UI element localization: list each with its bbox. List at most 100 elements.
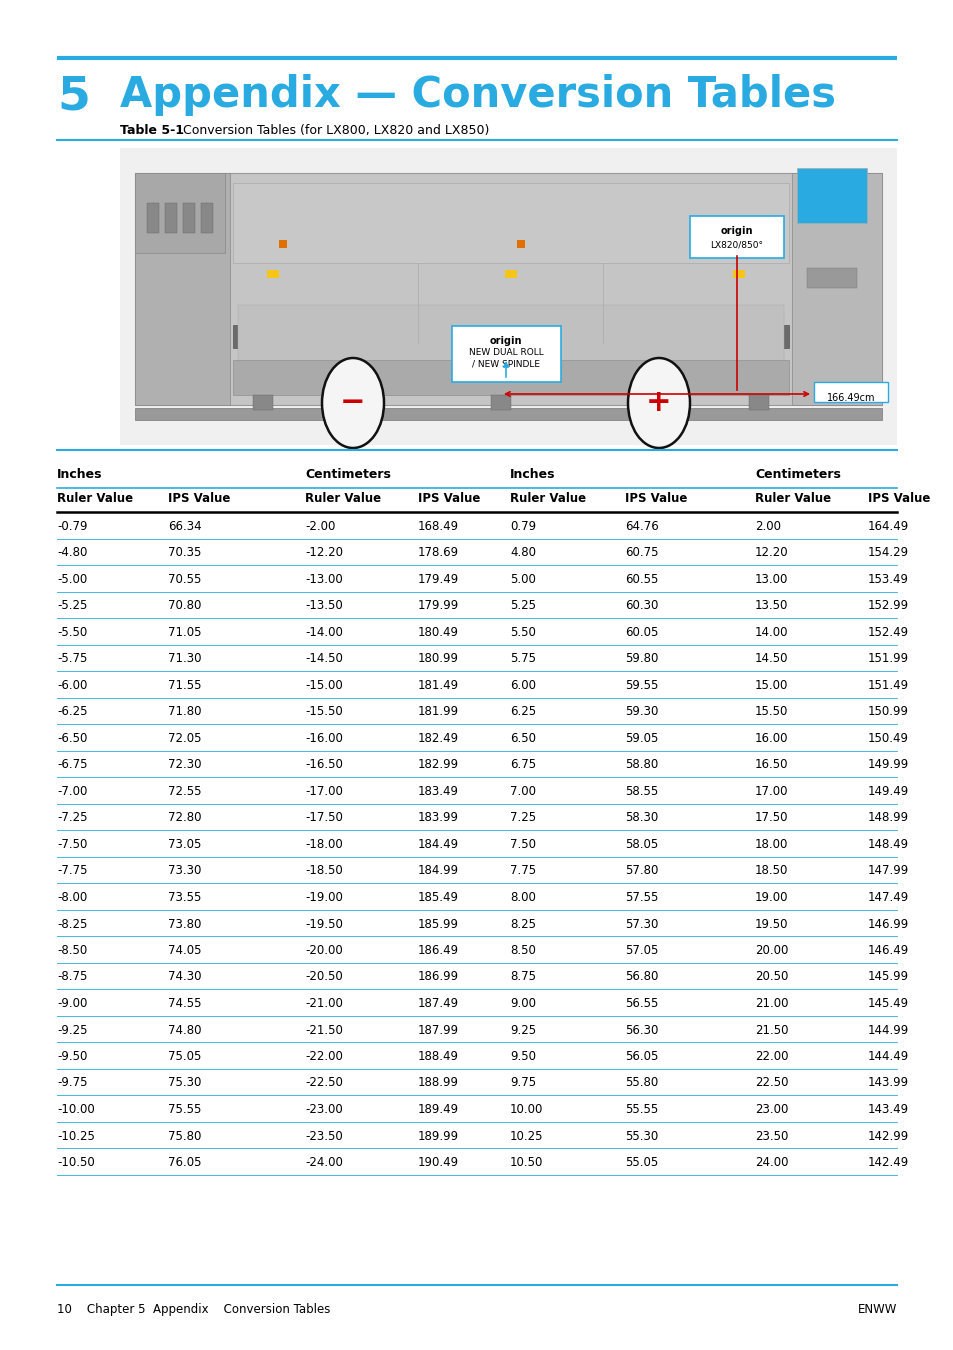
Text: 60.75: 60.75 [624,547,658,559]
Text: -5.75: -5.75 [57,652,88,666]
Text: 21.50: 21.50 [754,1023,788,1037]
Text: -8.00: -8.00 [57,891,87,904]
Text: 8.75: 8.75 [510,971,536,984]
Bar [278,240,287,248]
Text: -17.00: -17.00 [305,784,342,798]
Text: 5.75: 5.75 [510,652,536,666]
Text: -8.75: -8.75 [57,971,88,984]
Text: Appendix — Conversion Tables: Appendix — Conversion Tables [120,74,835,116]
Text: 71.80: 71.80 [168,706,201,718]
Text: -16.00: -16.00 [305,732,342,745]
Bar [135,173,225,252]
Text: -14.00: -14.00 [305,626,342,639]
Text: 75.05: 75.05 [168,1050,201,1062]
Text: 23.00: 23.00 [754,1103,787,1116]
Text: Ruler Value: Ruler Value [754,491,830,505]
Text: 9.75: 9.75 [510,1076,536,1089]
Text: 182.99: 182.99 [417,759,458,771]
Text: 74.80: 74.80 [168,1023,201,1037]
Text: -8.50: -8.50 [57,944,87,957]
Text: 184.49: 184.49 [417,838,458,850]
Text: 187.49: 187.49 [417,998,458,1010]
Ellipse shape [627,358,689,448]
Bar [183,202,194,234]
Text: 66.34: 66.34 [168,520,201,533]
Text: Centimeters: Centimeters [754,468,840,481]
Text: 20.00: 20.00 [754,944,787,957]
Text: IPS Value: IPS Value [417,491,480,505]
Text: -6.25: -6.25 [57,706,88,718]
Text: 185.99: 185.99 [417,918,458,930]
Text: 10.00: 10.00 [510,1103,543,1116]
Text: -23.00: -23.00 [305,1103,342,1116]
Bar [791,173,882,405]
Text: 142.99: 142.99 [867,1130,908,1142]
Text: 182.49: 182.49 [417,732,458,745]
Text: 187.99: 187.99 [417,1023,458,1037]
Text: -7.75: -7.75 [57,864,88,878]
Text: 179.49: 179.49 [417,572,458,586]
Text: 19.00: 19.00 [754,891,788,904]
Text: 75.80: 75.80 [168,1130,201,1142]
Text: 189.99: 189.99 [417,1130,458,1142]
Text: 70.80: 70.80 [168,599,201,613]
Text: 5.50: 5.50 [510,626,536,639]
Text: 2.00: 2.00 [754,520,781,533]
Text: 74.05: 74.05 [168,944,201,957]
Text: NEW DUAL ROLL: NEW DUAL ROLL [468,348,543,356]
Text: 57.30: 57.30 [624,918,658,930]
Text: 70.55: 70.55 [168,572,201,586]
Text: 183.99: 183.99 [417,811,458,825]
Text: 154.29: 154.29 [867,547,908,559]
Text: -9.25: -9.25 [57,1023,88,1037]
Text: -20.50: -20.50 [305,971,342,984]
Text: 10    Chapter 5  Appendix    Conversion Tables: 10 Chapter 5 Appendix Conversion Tables [57,1303,330,1316]
Text: 6.00: 6.00 [510,679,536,693]
Text: 186.49: 186.49 [417,944,458,957]
Text: 58.55: 58.55 [624,784,658,798]
Text: 9.50: 9.50 [510,1050,536,1062]
Bar [253,396,273,410]
Text: -7.50: -7.50 [57,838,88,850]
Text: 5.25: 5.25 [510,599,536,613]
Ellipse shape [322,358,384,448]
Text: 13.00: 13.00 [754,572,787,586]
Text: -5.50: -5.50 [57,626,87,639]
Text: 58.80: 58.80 [624,759,658,771]
Text: 168.49: 168.49 [417,520,458,533]
Text: 146.49: 146.49 [867,944,908,957]
Text: 57.55: 57.55 [624,891,658,904]
Text: 189.49: 189.49 [417,1103,458,1116]
Text: -17.50: -17.50 [305,811,342,825]
Text: 152.99: 152.99 [867,599,908,613]
Text: -20.00: -20.00 [305,944,342,957]
Text: 151.49: 151.49 [867,679,908,693]
Text: -15.50: -15.50 [305,706,342,718]
Text: 55.30: 55.30 [624,1130,658,1142]
Text: 188.99: 188.99 [417,1076,458,1089]
Text: 148.49: 148.49 [867,838,908,850]
Text: -6.00: -6.00 [57,679,88,693]
Text: -6.50: -6.50 [57,732,88,745]
Text: 73.30: 73.30 [168,864,201,878]
Text: 55.55: 55.55 [624,1103,658,1116]
Bar [237,305,783,378]
Text: 146.99: 146.99 [867,918,908,930]
Bar [732,270,744,278]
Text: 73.05: 73.05 [168,838,201,850]
Text: origin: origin [720,225,753,236]
Bar [147,202,159,234]
Text: origin: origin [489,336,521,346]
Text: 22.00: 22.00 [754,1050,788,1062]
Text: 0.79: 0.79 [510,520,536,533]
Text: 188.49: 188.49 [417,1050,458,1062]
Bar [748,396,768,410]
Text: -4.80: -4.80 [57,547,88,559]
Text: 60.30: 60.30 [624,599,658,613]
Text: 5: 5 [57,74,90,119]
Text: -14.50: -14.50 [305,652,342,666]
Text: 150.49: 150.49 [867,732,908,745]
Text: -19.00: -19.00 [305,891,342,904]
Bar [491,396,511,410]
Text: 148.99: 148.99 [867,811,908,825]
